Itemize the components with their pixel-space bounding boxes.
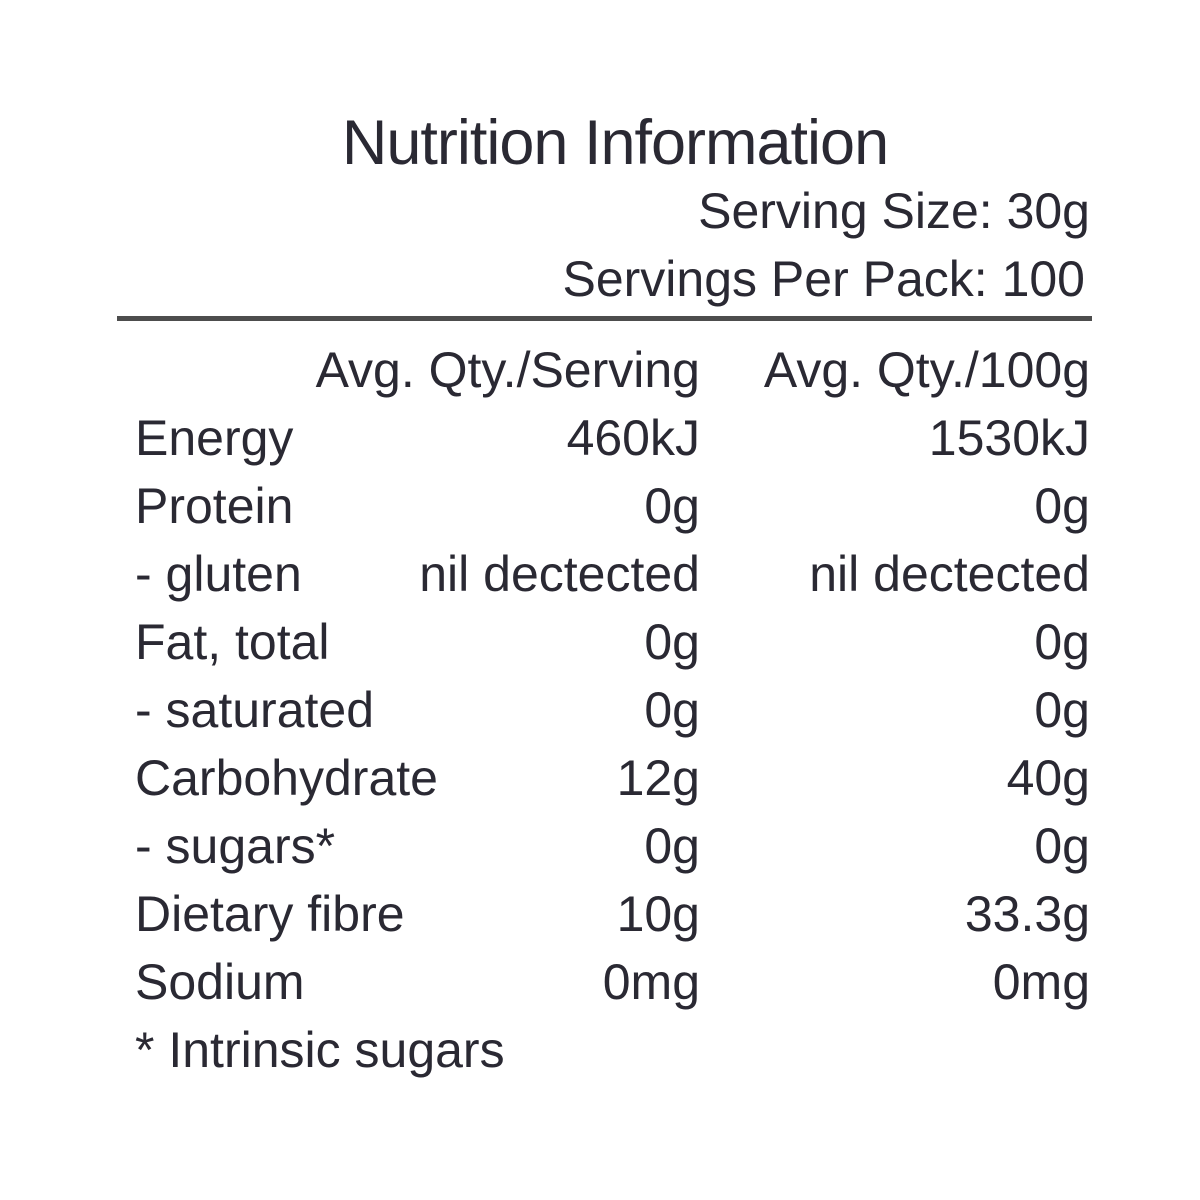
row-protein-per-serving: 0g <box>644 478 700 534</box>
row-dietary-fibre-per-serving: 10g <box>616 886 700 942</box>
row-dietary-fibre-per-100g: 33.3g <box>964 886 1090 942</box>
row-saturated-per-100g: 0g <box>1034 682 1090 738</box>
row-fat-total-per-100g: 0g <box>1034 614 1090 670</box>
row-sugars-per-100g: 0g <box>1034 818 1090 874</box>
row-energy-per-100g: 1530kJ <box>928 410 1090 466</box>
row-protein-label: Protein <box>135 478 294 534</box>
nutrition-table: Avg. Qty./Serving Avg. Qty./100g Energy … <box>135 336 1090 1084</box>
column-header-per-serving: Avg. Qty./Serving <box>315 342 700 398</box>
row-dietary-fibre-label: Dietary fibre <box>135 886 405 942</box>
column-header-per-100g: Avg. Qty./100g <box>763 342 1090 398</box>
row-sugars-label: - sugars* <box>135 818 336 874</box>
row-carbohydrate-per-serving: 12g <box>616 750 700 806</box>
row-fat-total-label: Fat, total <box>135 614 330 670</box>
serving-size-text: Serving Size: 30g <box>698 183 1090 239</box>
row-carbohydrate-label: Carbohydrate <box>135 750 438 806</box>
row-fat-total-per-serving: 0g <box>644 614 700 670</box>
panel-title: Nutrition Information <box>341 108 889 178</box>
intrinsic-sugars-footnote: * Intrinsic sugars <box>135 1022 505 1078</box>
row-gluten-per-serving: nil dectected <box>419 546 700 602</box>
row-energy-per-serving: 460kJ <box>566 410 700 466</box>
servings-per-pack-text: Servings Per Pack: 100 <box>562 251 1086 307</box>
row-carbohydrate-per-100g: 40g <box>1006 750 1090 806</box>
row-gluten-label: - gluten <box>135 546 302 602</box>
row-saturated-per-serving: 0g <box>644 682 700 738</box>
row-sodium-per-serving: 0mg <box>602 954 700 1010</box>
row-sodium-label: Sodium <box>135 954 305 1010</box>
row-sodium-per-100g: 0mg <box>992 954 1090 1010</box>
header-divider-rule <box>117 316 1092 321</box>
row-sugars-per-serving: 0g <box>644 818 700 874</box>
row-gluten-per-100g: nil dectected <box>809 546 1090 602</box>
row-protein-per-100g: 0g <box>1034 478 1090 534</box>
row-saturated-label: - saturated <box>135 682 375 738</box>
row-energy-label: Energy <box>135 410 294 466</box>
